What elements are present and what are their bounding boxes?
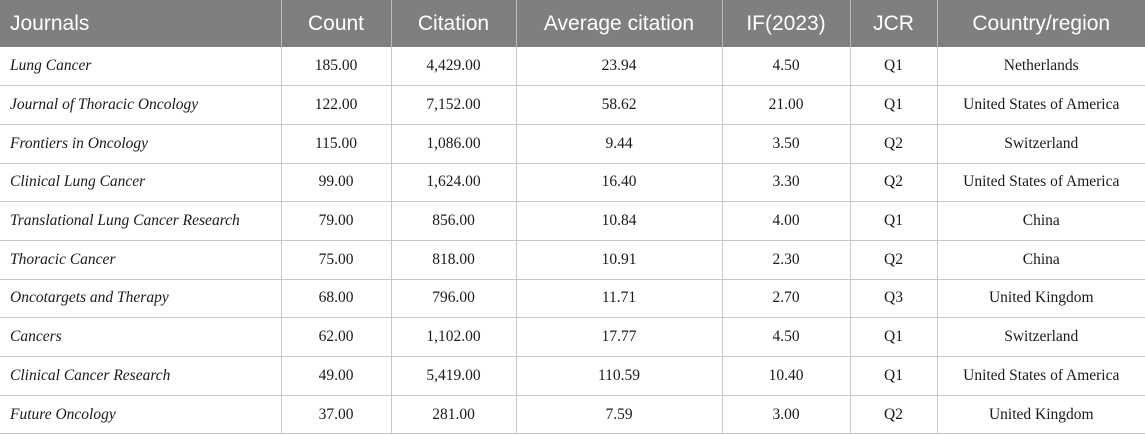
table-row: Future Oncology 37.00 281.00 7.59 3.00 Q… [0, 395, 1145, 434]
citation-cell: 281.00 [391, 395, 517, 434]
average-citation-cell: 9.44 [516, 124, 723, 164]
jcr-cell: Q3 [850, 279, 938, 319]
jcr-cell: Q1 [850, 356, 938, 396]
citation-cell: 7,152.00 [391, 85, 517, 125]
count-cell: 68.00 [281, 279, 392, 319]
header-average-citation: Average citation [516, 0, 723, 47]
table-row: Frontiers in Oncology 115.00 1,086.00 9.… [0, 124, 1145, 164]
citation-cell: 856.00 [391, 201, 517, 241]
table-row: Clinical Lung Cancer 99.00 1,624.00 16.4… [0, 163, 1145, 203]
journal-name: Journal of Thoracic Oncology [0, 85, 282, 125]
country-cell: China [937, 240, 1145, 280]
average-citation-cell: 58.62 [516, 85, 723, 125]
citation-cell: 1,102.00 [391, 317, 517, 357]
country-cell: Netherlands [937, 47, 1145, 87]
table-row: Lung Cancer 185.00 4,429.00 23.94 4.50 Q… [0, 47, 1145, 87]
journal-name: Future Oncology [0, 395, 282, 434]
citation-cell: 1,624.00 [391, 163, 517, 203]
average-citation-cell: 23.94 [516, 47, 723, 87]
average-citation-cell: 10.91 [516, 240, 723, 280]
citation-cell: 5,419.00 [391, 356, 517, 396]
jcr-cell: Q2 [850, 395, 938, 434]
impact-factor-cell: 4.00 [722, 201, 851, 241]
citation-cell: 4,429.00 [391, 47, 517, 87]
country-cell: China [937, 201, 1145, 241]
average-citation-cell: 110.59 [516, 356, 723, 396]
table-body: Lung Cancer 185.00 4,429.00 23.94 4.50 Q… [0, 47, 1145, 434]
impact-factor-cell: 2.70 [722, 279, 851, 319]
header-jcr: JCR [850, 0, 938, 47]
journal-name: Thoracic Cancer [0, 240, 282, 280]
country-cell: Switzerland [937, 317, 1145, 357]
header-citation: Citation [391, 0, 517, 47]
impact-factor-cell: 3.50 [722, 124, 851, 164]
citation-cell: 818.00 [391, 240, 517, 280]
impact-factor-cell: 3.00 [722, 395, 851, 434]
country-cell: United States of America [937, 163, 1145, 203]
country-cell: United Kingdom [937, 279, 1145, 319]
impact-factor-cell: 21.00 [722, 85, 851, 125]
impact-factor-cell: 4.50 [722, 317, 851, 357]
average-citation-cell: 16.40 [516, 163, 723, 203]
citation-cell: 1,086.00 [391, 124, 517, 164]
country-cell: United Kingdom [937, 395, 1145, 434]
journal-name: Translational Lung Cancer Research [0, 201, 282, 241]
country-cell: Switzerland [937, 124, 1145, 164]
impact-factor-cell: 4.50 [722, 47, 851, 87]
jcr-cell: Q2 [850, 124, 938, 164]
jcr-cell: Q2 [850, 163, 938, 203]
count-cell: 37.00 [281, 395, 392, 434]
count-cell: 122.00 [281, 85, 392, 125]
header-row: Journals Count Citation Average citation… [0, 0, 1145, 47]
table-row: Cancers 62.00 1,102.00 17.77 4.50 Q1 Swi… [0, 317, 1145, 357]
count-cell: 49.00 [281, 356, 392, 396]
average-citation-cell: 11.71 [516, 279, 723, 319]
journal-name: Frontiers in Oncology [0, 124, 282, 164]
jcr-cell: Q1 [850, 47, 938, 87]
count-cell: 75.00 [281, 240, 392, 280]
table-row: Translational Lung Cancer Research 79.00… [0, 201, 1145, 241]
impact-factor-cell: 2.30 [722, 240, 851, 280]
count-cell: 79.00 [281, 201, 392, 241]
jcr-cell: Q2 [850, 240, 938, 280]
table-row: Thoracic Cancer 75.00 818.00 10.91 2.30 … [0, 240, 1145, 280]
count-cell: 62.00 [281, 317, 392, 357]
journal-name: Clinical Lung Cancer [0, 163, 282, 203]
journal-name: Clinical Cancer Research [0, 356, 282, 396]
journal-name: Cancers [0, 317, 282, 357]
table-header: Journals Count Citation Average citation… [0, 0, 1145, 47]
table-row: Clinical Cancer Research 49.00 5,419.00 … [0, 356, 1145, 396]
impact-factor-cell: 10.40 [722, 356, 851, 396]
count-cell: 185.00 [281, 47, 392, 87]
impact-factor-cell: 3.30 [722, 163, 851, 203]
count-cell: 115.00 [281, 124, 392, 164]
table-row: Journal of Thoracic Oncology 122.00 7,15… [0, 85, 1145, 125]
country-cell: United States of America [937, 356, 1145, 396]
average-citation-cell: 7.59 [516, 395, 723, 434]
jcr-cell: Q1 [850, 317, 938, 357]
average-citation-cell: 10.84 [516, 201, 723, 241]
jcr-cell: Q1 [850, 201, 938, 241]
jcr-cell: Q1 [850, 85, 938, 125]
header-impact-factor: IF(2023) [722, 0, 851, 47]
journal-name: Lung Cancer [0, 47, 282, 87]
count-cell: 99.00 [281, 163, 392, 203]
header-count: Count [281, 0, 392, 47]
citation-cell: 796.00 [391, 279, 517, 319]
country-cell: United States of America [937, 85, 1145, 125]
header-journals: Journals [0, 0, 282, 47]
journal-name: Oncotargets and Therapy [0, 279, 282, 319]
table-row: Oncotargets and Therapy 68.00 796.00 11.… [0, 279, 1145, 319]
header-country-region: Country/region [972, 11, 1111, 35]
average-citation-cell: 17.77 [516, 317, 723, 357]
